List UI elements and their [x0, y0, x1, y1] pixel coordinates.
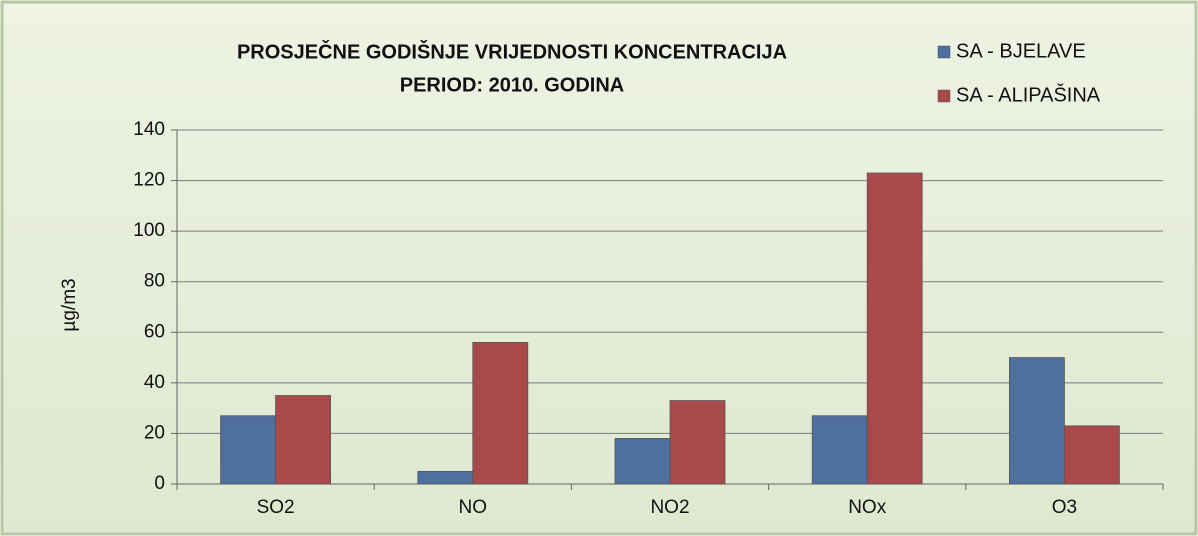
y-tick-label: 100 [133, 220, 165, 241]
y-axis-label: µg/m3 [59, 278, 80, 331]
y-tick-label: 40 [144, 372, 165, 393]
bar [1064, 425, 1120, 485]
y-tick-label: 20 [144, 422, 165, 443]
bar [220, 415, 277, 485]
chart-subtitle: PERIOD: 2010. GODINA [400, 74, 625, 96]
legend-label: SA - ALIPAŠINA [956, 83, 1101, 106]
y-tick-label: 80 [144, 271, 165, 292]
bar [275, 395, 332, 485]
x-tick-label: NO2 [650, 497, 689, 518]
bar [866, 172, 923, 485]
y-tick-label: 60 [144, 321, 165, 342]
legend-label: SA - BJELAVE [956, 40, 1086, 62]
bar [472, 341, 529, 485]
x-tick-label: SO2 [257, 497, 295, 518]
chart-title: PROSJEČNE GODIŠNJE VRIJEDNOSTI KONCENTRA… [237, 39, 787, 63]
y-tick-label: 120 [133, 170, 165, 191]
x-tick-label: O3 [1052, 497, 1077, 518]
legend-swatch [937, 89, 951, 103]
bar [417, 470, 474, 485]
y-tick-label: 0 [154, 473, 165, 494]
x-tick-label: NO [459, 497, 488, 518]
bar [811, 415, 868, 485]
bar [1009, 357, 1065, 485]
bar [614, 438, 671, 485]
legend-swatch [937, 45, 951, 59]
x-tick-label: NOx [848, 497, 887, 518]
bar [669, 400, 726, 485]
y-tick-label: 140 [133, 119, 165, 140]
